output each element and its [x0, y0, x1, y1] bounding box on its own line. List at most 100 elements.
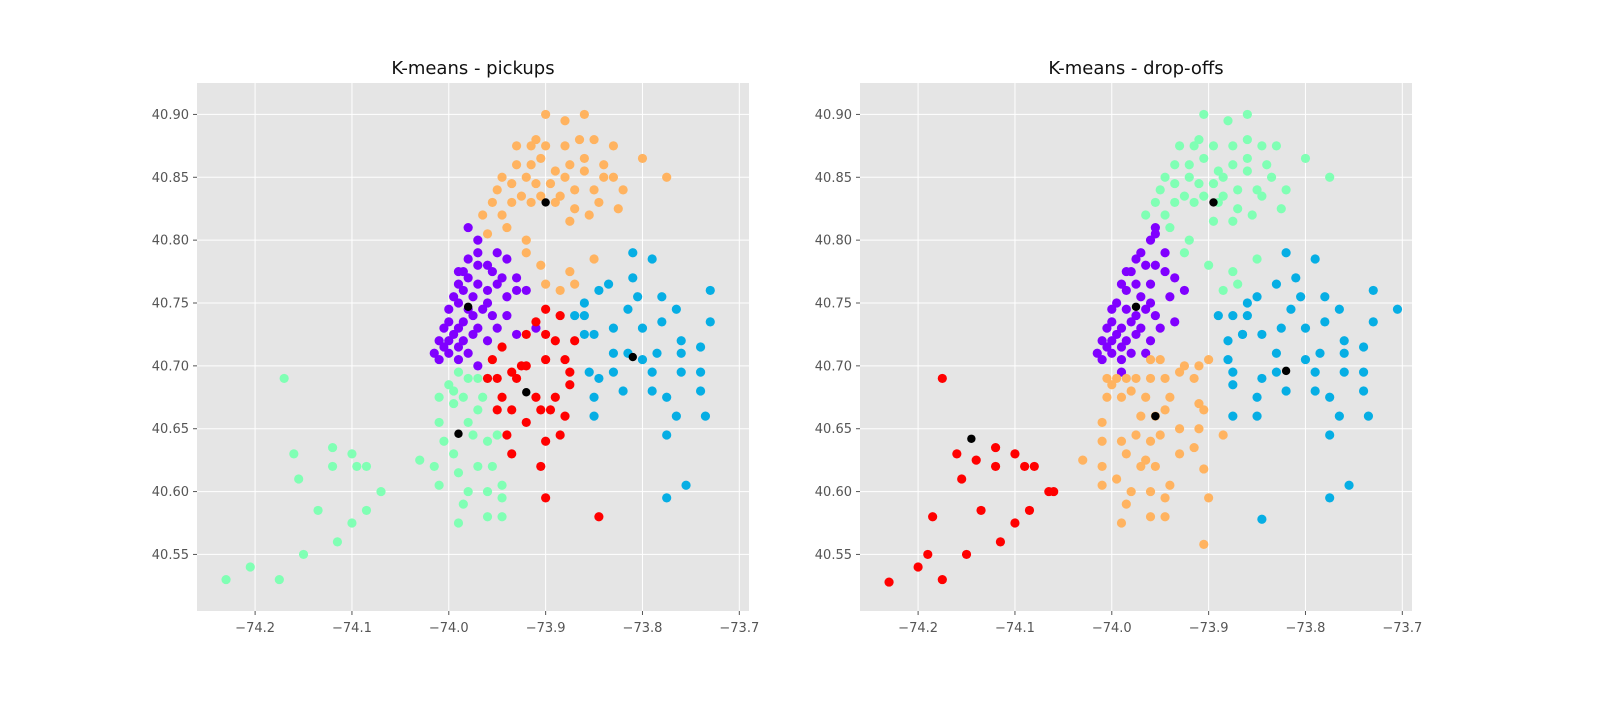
scatter-point — [468, 430, 478, 440]
scatter-point — [482, 285, 493, 296]
scatter-point — [444, 336, 454, 346]
scatter-point — [579, 109, 589, 120]
centroid-point — [1281, 366, 1291, 376]
y-axis-ticks: 40.55 40.60 40.65 40.70 40.75 40.80 40.85 40.90 — [815, 108, 860, 563]
scatter-point — [1204, 260, 1214, 270]
scatter-point — [1194, 178, 1204, 189]
scatter-point — [521, 235, 531, 245]
scatter-point — [579, 329, 589, 340]
chart-title: K-means - pickups — [391, 58, 554, 79]
pickups-scatter-panel: −74.2 −74.1 −74.0 −73.9 −73.8 −73.7 40.55 40.6… — [152, 58, 759, 636]
scatter-point — [937, 574, 947, 585]
scatter-point — [1204, 493, 1214, 503]
scatter-point — [913, 562, 923, 572]
scatter-point — [531, 392, 541, 402]
scatter-point — [1233, 185, 1243, 195]
scatter-point — [541, 493, 551, 503]
scatter-point — [1189, 141, 1199, 151]
scatter-point — [1145, 436, 1156, 446]
scatter-point — [1339, 367, 1349, 377]
scatter-point — [594, 512, 604, 522]
scatter-point — [511, 160, 522, 170]
scatter-point — [1097, 354, 1107, 365]
scatter-point — [1358, 386, 1369, 396]
scatter-point — [589, 329, 599, 340]
x-tick-label: −74.1 — [332, 621, 372, 636]
scatter-point — [482, 260, 493, 270]
scatter-point — [497, 273, 507, 283]
scatter-point — [482, 373, 493, 384]
centroid-point — [522, 388, 531, 397]
y-tick-label: 40.55 — [815, 548, 852, 563]
scatter-point — [589, 392, 599, 402]
scatter-point — [1092, 348, 1102, 358]
scatter-point — [1078, 455, 1088, 465]
x-tick-label: −73.9 — [1189, 621, 1229, 636]
scatter-point — [439, 342, 449, 352]
scatter-point — [1218, 285, 1228, 296]
scatter-point — [1121, 499, 1131, 509]
scatter-point — [662, 430, 672, 440]
scatter-point — [1107, 304, 1117, 314]
scatter-point — [1325, 392, 1335, 402]
scatter-point — [1121, 373, 1131, 384]
scatter-point — [1145, 336, 1156, 346]
scatter-point — [221, 574, 231, 585]
centroid-point — [967, 434, 976, 443]
scatter-point — [570, 336, 580, 346]
x-tick-label: −74.2 — [898, 621, 938, 636]
scatter-point — [511, 373, 522, 384]
scatter-point — [1315, 348, 1325, 358]
scatter-point — [444, 304, 454, 314]
scatter-point — [1121, 449, 1131, 459]
y-tick-label: 40.65 — [152, 422, 189, 437]
scatter-point — [511, 141, 522, 151]
scatter-point — [453, 279, 464, 289]
scatter-point — [884, 577, 894, 587]
scatter-point — [1310, 254, 1320, 264]
scatter-point — [449, 329, 459, 340]
scatter-point — [1368, 317, 1378, 327]
scatter-point — [1155, 354, 1165, 365]
scatter-point — [560, 141, 570, 151]
scatter-point — [589, 254, 599, 264]
scatter-point — [1150, 197, 1160, 208]
scatter-point — [1266, 172, 1277, 182]
scatter-point — [1291, 273, 1301, 283]
scatter-point — [1300, 354, 1311, 365]
scatter-point — [1102, 392, 1112, 402]
scatter-point — [1150, 229, 1160, 239]
scatter-points — [884, 109, 1403, 587]
scatter-point — [1199, 109, 1209, 120]
scatter-point — [463, 486, 473, 497]
centroid-point — [628, 352, 637, 362]
scatter-point — [1174, 367, 1185, 377]
scatter-point — [482, 336, 493, 346]
scatter-point — [1165, 292, 1175, 302]
scatter-point — [1228, 216, 1238, 226]
scatter-point — [1344, 480, 1354, 490]
cluster-series-5 — [454, 198, 637, 438]
scatter-point — [521, 417, 531, 428]
scatter-point — [952, 449, 962, 459]
scatter-point — [453, 298, 464, 308]
scatter-point — [1131, 310, 1141, 321]
scatter-point — [1020, 461, 1030, 472]
scatter-point — [478, 210, 488, 220]
scatter-point — [458, 266, 468, 277]
scatter-point — [1160, 512, 1170, 522]
scatter-point — [1252, 254, 1262, 264]
scatter-point — [526, 141, 536, 151]
scatter-point — [1204, 354, 1214, 365]
scatter-point — [570, 185, 580, 195]
scatter-point — [584, 367, 594, 377]
scatter-point — [695, 367, 706, 377]
scatter-point — [1223, 354, 1233, 365]
x-tick-label: −73.8 — [1286, 621, 1326, 636]
scatter-point — [565, 266, 575, 277]
scatter-point — [603, 279, 614, 289]
scatter-point — [463, 273, 473, 283]
scatter-point — [1184, 160, 1194, 170]
scatter-point — [507, 178, 517, 189]
scatter-point — [1102, 342, 1112, 352]
